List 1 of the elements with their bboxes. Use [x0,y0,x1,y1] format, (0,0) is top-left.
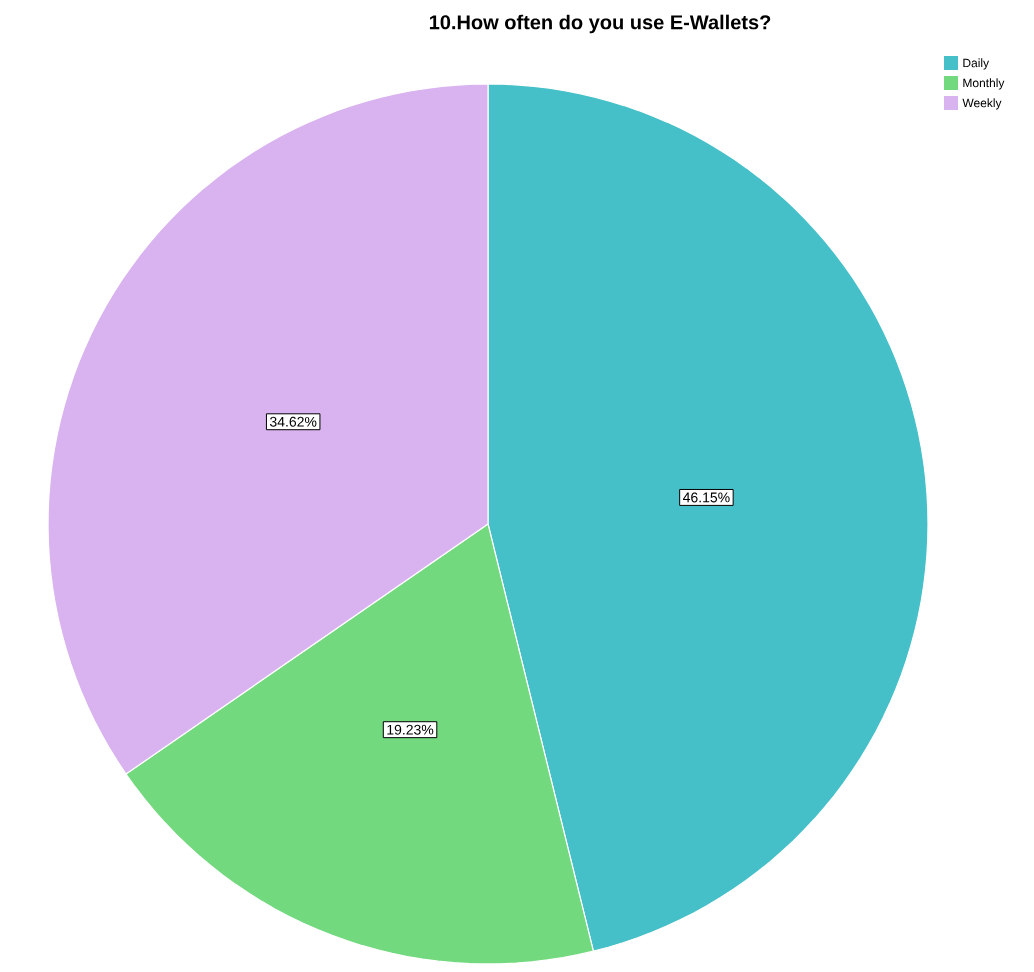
chart-title: 10.How often do you use E-Wallets? [429,14,771,34]
